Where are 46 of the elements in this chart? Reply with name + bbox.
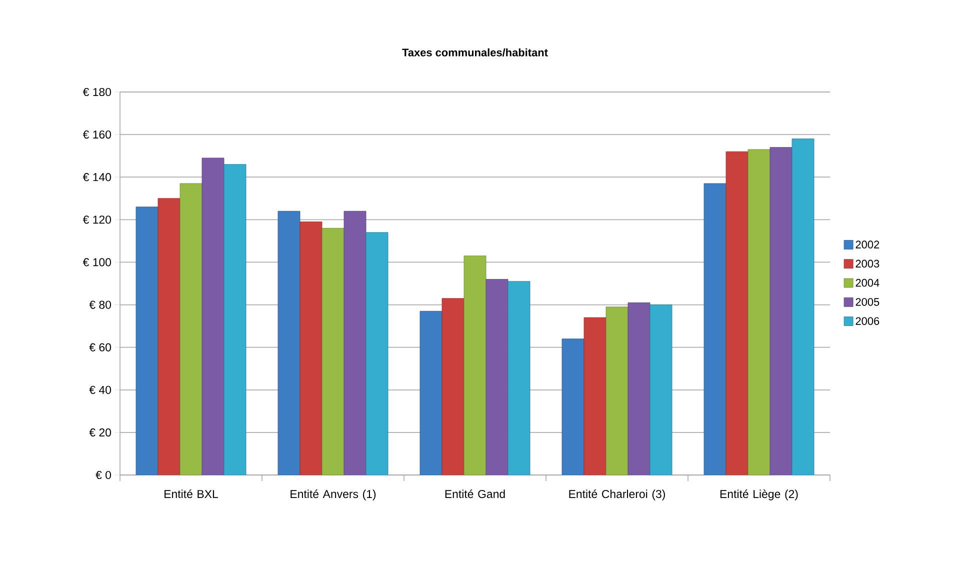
y-tick-label: € 160 <box>82 130 112 139</box>
bar <box>322 228 344 475</box>
bar <box>770 147 792 475</box>
bar <box>606 306 628 475</box>
legend-label: 2002 <box>856 240 880 248</box>
chart-title: Taxes communales/habitant <box>402 48 548 56</box>
y-tick-label: € 120 <box>82 216 112 224</box>
y-tick-label: € 60 <box>89 343 112 352</box>
bar <box>562 338 584 475</box>
bar <box>748 149 770 475</box>
bar <box>704 183 726 475</box>
bar <box>366 232 388 475</box>
bar <box>344 210 366 475</box>
bar <box>726 151 748 475</box>
bar <box>224 164 246 475</box>
bar <box>136 206 158 475</box>
legend-label: 2004 <box>856 278 880 287</box>
bar <box>464 256 486 475</box>
bar <box>202 158 224 475</box>
y-tick-label: € 140 <box>82 173 112 182</box>
legend-label: 2003 <box>856 260 880 268</box>
y-tick-label: € 100 <box>82 258 112 266</box>
bar <box>486 279 508 475</box>
y-tick-label: € 40 <box>89 386 112 394</box>
x-tick-label: Entité BXL <box>164 490 218 498</box>
x-tick-label: Entité Anvers (1) <box>290 490 376 500</box>
x-tick-label: Entité Liège (2) <box>720 490 798 500</box>
bar <box>584 317 606 475</box>
bar <box>420 310 442 475</box>
bar <box>300 222 322 475</box>
y-tick-label: € 80 <box>89 300 112 309</box>
bar <box>158 198 180 475</box>
bar <box>628 302 650 475</box>
bar <box>792 138 814 475</box>
x-tick-label: Entité Gand <box>445 490 505 498</box>
x-tick-label: Entité Charleroi (3) <box>569 490 665 500</box>
y-tick-label: € 180 <box>82 88 112 96</box>
bar <box>508 281 530 475</box>
bar <box>650 304 672 475</box>
legend-label: 2006 <box>856 317 880 325</box>
bar <box>180 183 202 475</box>
bar <box>442 298 464 475</box>
y-tick-label: € 0 <box>96 470 112 480</box>
legend-label: 2005 <box>856 298 880 306</box>
bar <box>278 210 300 475</box>
y-tick-label: € 20 <box>89 428 112 436</box>
